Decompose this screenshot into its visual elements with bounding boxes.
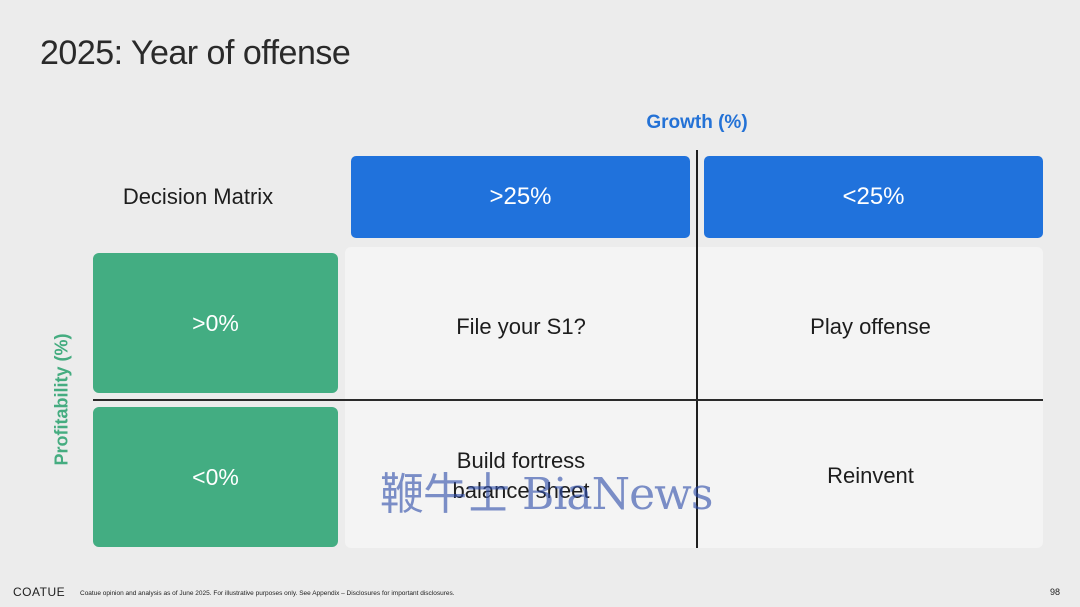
row-header-label: <0% xyxy=(192,463,239,490)
matrix-panel xyxy=(345,247,1043,548)
page-number: 98 xyxy=(1050,587,1061,597)
profitability-axis-label: Profitability (%) xyxy=(51,333,72,466)
matrix-cell-play-offense: Play offense xyxy=(698,255,1043,398)
column-header-label: <25% xyxy=(842,183,905,210)
decision-matrix-label: Decision Matrix xyxy=(122,184,274,209)
vertical-divider xyxy=(696,150,698,548)
growth-axis-label: Growth (%) xyxy=(646,112,748,133)
column-header-label: >25% xyxy=(489,183,552,210)
footer-disclaimer: Coatue opinion and analysis as of June 2… xyxy=(80,590,455,597)
row-header-profit-below-0: <0% xyxy=(93,407,338,547)
matrix-cell-file-s1: File your S1? xyxy=(345,255,697,398)
cell-text: Reinvent xyxy=(827,462,914,488)
cell-text: File your S1? xyxy=(456,313,586,339)
matrix-cell-build-fortress: Build fortress balance sheet xyxy=(345,404,697,547)
brand-logo: COATUE xyxy=(13,585,66,599)
cell-text-line-2: balance sheet xyxy=(452,477,590,503)
row-header-label: >0% xyxy=(192,309,239,336)
horizontal-divider xyxy=(93,399,1043,401)
slide-title: 2025: Year of offense xyxy=(40,34,351,72)
watermark: 鞭牛士 BiaNews xyxy=(380,469,713,520)
row-header-profit-above-0: >0% xyxy=(93,253,338,393)
cell-text: Play offense xyxy=(810,313,931,339)
matrix-cell-reinvent: Reinvent xyxy=(698,404,1043,547)
cell-text-line-1: Build fortress xyxy=(456,447,586,473)
column-header-growth-above-25: >25% xyxy=(351,156,690,238)
column-header-growth-below-25: <25% xyxy=(704,156,1043,238)
